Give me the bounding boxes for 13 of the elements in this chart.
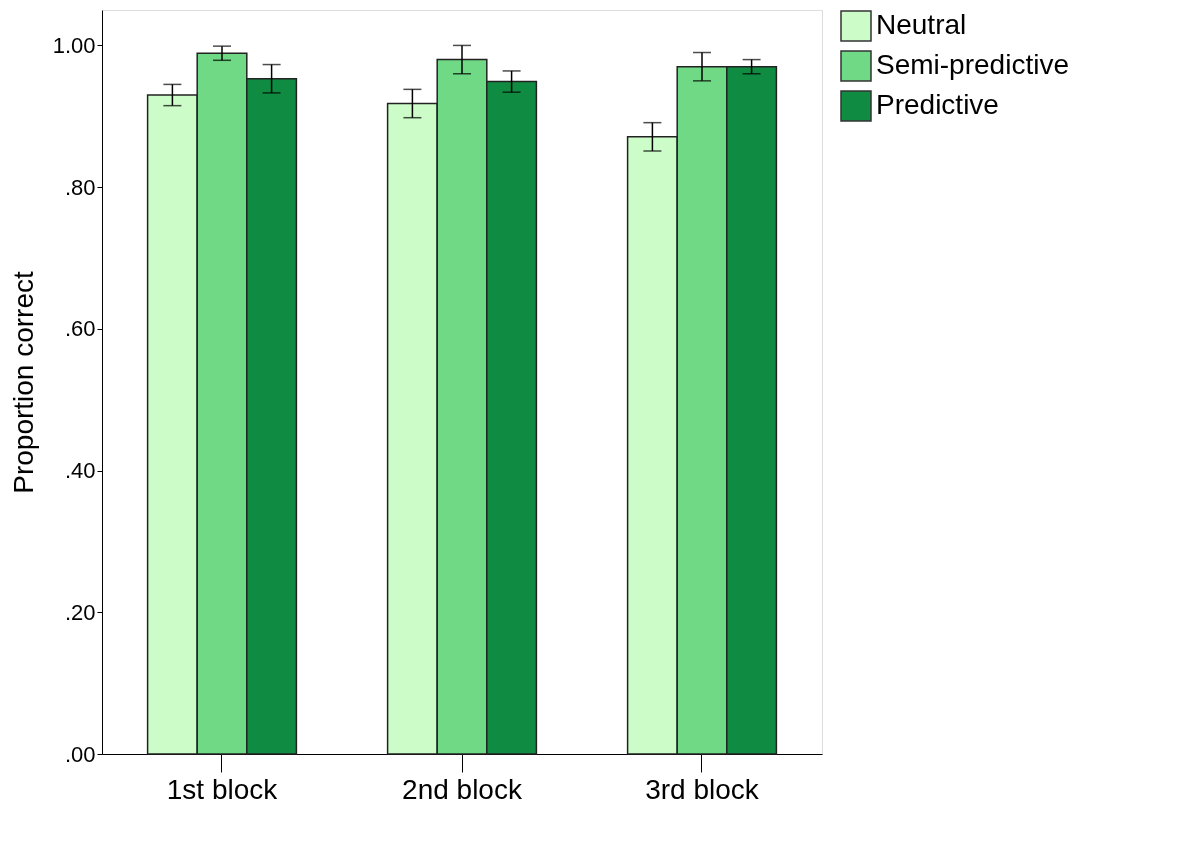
x-tick-label: 1st block — [166, 773, 279, 805]
x-tick-label: 3rd block — [645, 773, 760, 805]
legend-label: Predictive — [876, 89, 999, 120]
legend-label: Semi-predictive — [876, 49, 1069, 80]
y-axis-title: Proportion correct — [7, 271, 39, 494]
y-tick-label: .00 — [64, 741, 96, 767]
legend-label: Neutral — [876, 9, 967, 40]
y-tick-label: .20 — [64, 599, 96, 625]
x-tick-label: 2nd block — [402, 773, 523, 805]
y-tick-label: 1.00 — [52, 32, 96, 58]
y-tick-label: .80 — [64, 174, 96, 200]
y-tick-label: .40 — [64, 458, 96, 484]
y-tick-label: .60 — [64, 316, 96, 342]
